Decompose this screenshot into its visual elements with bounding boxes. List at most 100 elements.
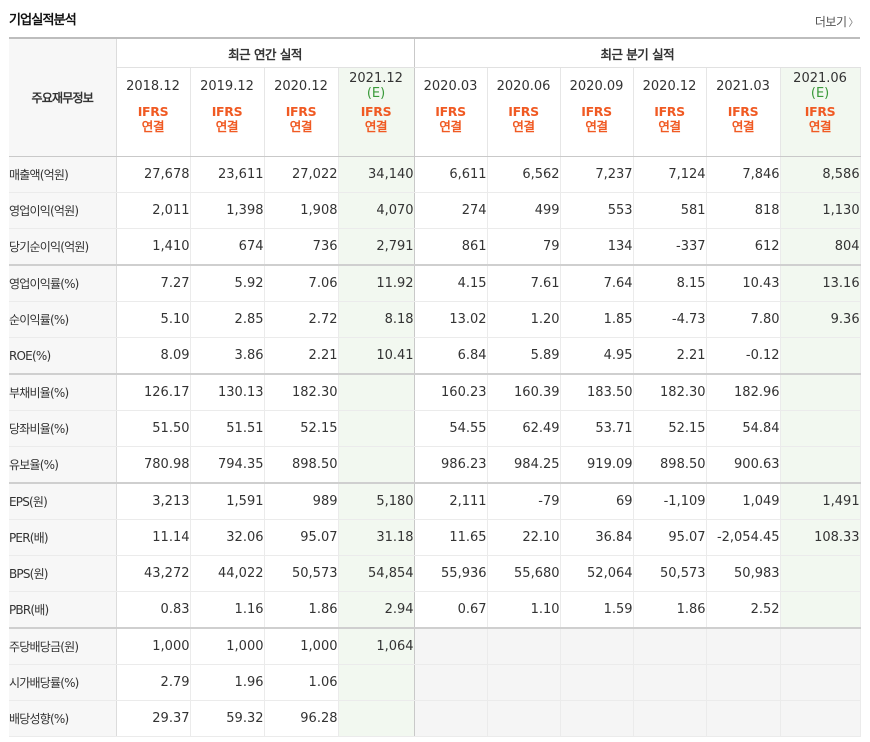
- period-header: 2019.12: [190, 67, 265, 104]
- table-cell: [487, 700, 561, 737]
- table-row: 유보율(%) 780.98 794.35 898.50 986.23 984.25 919.…: [9, 446, 861, 484]
- basis-header-row: IFRS 연결 IFRS 연결 IFRS 연결 IFRS 연결 IFRS 연결 IFRS 연결 IFRS…: [9, 104, 861, 157]
- table-cell: 1.86: [264, 591, 339, 629]
- row-label: 영업이익률(%): [9, 265, 117, 302]
- annual-group-header: 최근 연간 실적: [116, 37, 415, 68]
- table-row: 매출액(억원) 27,678 23,611 27,022 34,140 6,611 6,56…: [9, 156, 861, 193]
- basis-consolidated: 연결: [141, 119, 165, 134]
- table-row: 부채비율(%) 126.17 130.13 182.30 160.23 160.39 183…: [9, 374, 861, 411]
- table-cell: [706, 664, 781, 701]
- table-cell: 7.27: [116, 265, 191, 302]
- basis-consolidated: 연결: [658, 119, 681, 134]
- period-header: 2020.12: [264, 67, 339, 104]
- table-cell: [780, 664, 861, 701]
- corner-header: 주요재무정보: [9, 37, 117, 157]
- period-header: 2021.12 (E): [338, 67, 415, 104]
- table-cell: 160.23: [414, 374, 488, 411]
- table-row: EPS(원) 3,213 1,591 989 5,180 2,111 -79 69 -1,109…: [9, 483, 861, 520]
- estimate-tag: (E): [810, 86, 830, 101]
- table-cell: 3.86: [190, 337, 265, 375]
- table-cell: [338, 410, 415, 447]
- table-cell: 986.23: [414, 446, 488, 484]
- table-cell: 134: [560, 228, 634, 266]
- period-label: 2020.12: [642, 78, 697, 94]
- table-cell: [780, 337, 861, 375]
- table-cell: 553: [560, 192, 634, 229]
- table-cell: 7,237: [560, 156, 634, 193]
- basis-header: IFRS 연결: [633, 104, 707, 157]
- table-cell: 27,022: [264, 156, 339, 193]
- table-cell: 32.06: [190, 519, 265, 556]
- table-cell: 182.96: [706, 374, 781, 411]
- table-cell: 6,611: [414, 156, 488, 193]
- table-row: 영업이익률(%) 7.27 5.92 7.06 11.92 4.15 7.61 7.64 8.1…: [9, 265, 861, 302]
- table-cell: 51.50: [116, 410, 191, 447]
- table-cell: [780, 446, 861, 484]
- row-label: 배당성향(%): [9, 700, 117, 737]
- basis-header: IFRS 연결: [706, 104, 781, 157]
- table-cell: 53.71: [560, 410, 634, 447]
- table-cell: [560, 700, 634, 737]
- table-cell: [414, 664, 488, 701]
- table-cell: 1,908: [264, 192, 339, 229]
- period-label: 2021.06: [793, 71, 847, 86]
- table-cell: 2,111: [414, 483, 488, 520]
- table-row: 당좌비율(%) 51.50 51.51 52.15 54.55 62.49 53.71 52.…: [9, 410, 861, 447]
- table-cell: 36.84: [560, 519, 634, 556]
- table-cell: 5.92: [190, 265, 265, 302]
- table-cell: 2.52: [706, 591, 781, 629]
- table-cell: [338, 700, 415, 737]
- table-cell: 1,591: [190, 483, 265, 520]
- more-label: 더보기: [814, 15, 847, 29]
- table-cell: 11.92: [338, 265, 415, 302]
- table-cell: 7.80: [706, 301, 781, 338]
- table-cell: [706, 700, 781, 737]
- basis-ifrs: IFRS: [654, 104, 685, 119]
- table-cell: 43,272: [116, 555, 191, 592]
- period-label: 2021.12: [349, 71, 403, 86]
- table-cell: 126.17: [116, 374, 191, 411]
- basis-header: IFRS 연결: [116, 104, 191, 157]
- period-header: 2020.09: [560, 67, 634, 104]
- table-cell: 7,846: [706, 156, 781, 193]
- table-cell: [338, 446, 415, 484]
- table-cell: 736: [264, 228, 339, 266]
- row-label: 당좌비율(%): [9, 410, 117, 447]
- table-cell: 9.36: [780, 301, 861, 338]
- more-link[interactable]: 더보기 〉: [814, 13, 859, 30]
- table-cell: 1.96: [190, 664, 265, 701]
- table-cell: 54.84: [706, 410, 781, 447]
- table-cell: 581: [633, 192, 707, 229]
- table-cell: 13.02: [414, 301, 488, 338]
- table-cell: 8.15: [633, 265, 707, 302]
- table-cell: 1.85: [560, 301, 634, 338]
- table-cell: [780, 700, 861, 737]
- table-cell: 55,936: [414, 555, 488, 592]
- basis-ifrs: IFRS: [360, 104, 392, 119]
- table-cell: 50,573: [264, 555, 339, 592]
- row-label: 부채비율(%): [9, 374, 117, 411]
- table-cell: 7.06: [264, 265, 339, 302]
- table-cell: [487, 628, 561, 665]
- basis-ifrs: IFRS: [804, 104, 836, 119]
- table-cell: 182.30: [633, 374, 707, 411]
- table-cell: 96.28: [264, 700, 339, 737]
- table-cell: 54,854: [338, 555, 415, 592]
- table-cell: 108.33: [780, 519, 861, 556]
- period-label: 2020.03: [423, 78, 478, 94]
- table-cell: 23,611: [190, 156, 265, 193]
- table-cell: 55,680: [487, 555, 561, 592]
- table-cell: 95.07: [633, 519, 707, 556]
- table-cell: [338, 374, 415, 411]
- table-cell: 8,586: [780, 156, 861, 193]
- table-row: ROE(%) 8.09 3.86 2.21 10.41 6.84 5.89 4.95 2.21-…: [9, 337, 861, 375]
- estimate-tag: (E): [366, 86, 386, 101]
- table-cell: 6.84: [414, 337, 488, 375]
- table-cell: 1.59: [560, 591, 634, 629]
- table-cell: 54.55: [414, 410, 488, 447]
- table-cell: 1,491: [780, 483, 861, 520]
- period-label: 2018.12: [126, 78, 180, 94]
- table-cell: 898.50: [264, 446, 339, 484]
- table-cell: 2.79: [116, 664, 191, 701]
- table-cell: 10.41: [338, 337, 415, 375]
